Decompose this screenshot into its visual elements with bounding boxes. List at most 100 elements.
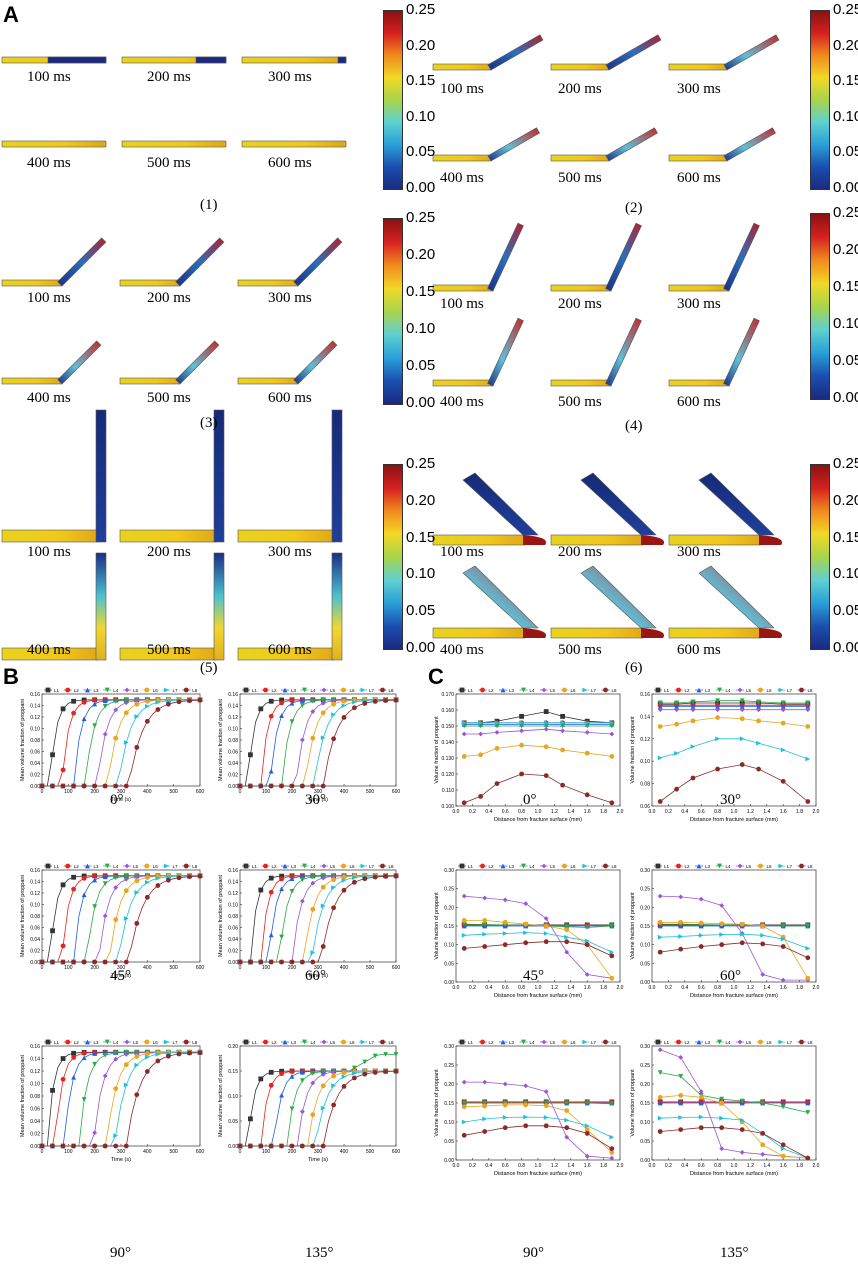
sim3-horizontal [119, 377, 181, 385]
data-point [657, 1100, 663, 1106]
data-point [65, 687, 71, 693]
legend: L1 L2 L3 L4 L5 L6 L7 L8 [458, 1039, 617, 1045]
data-point [237, 1143, 243, 1149]
colorbar-2-tick: 0.15 [833, 72, 858, 90]
data-point [320, 1083, 326, 1089]
sim4-arm [605, 222, 642, 292]
legend: L1 L2 L3 L4 L5 L6 L7 L8 [242, 1039, 394, 1045]
data-point [144, 1069, 150, 1074]
data-point [134, 874, 140, 880]
data-point [655, 687, 661, 693]
series-line-L8 [240, 875, 397, 963]
chart-B-2: 0.00 0.02 0.04 0.06 0.08 0.10 0.12 0.14 0.16 0 100… [20, 863, 205, 979]
data-point [144, 1051, 150, 1057]
data-point [144, 1054, 150, 1060]
data-point [564, 1125, 570, 1131]
data-point [690, 744, 696, 750]
legend-entry: L2 [489, 1040, 495, 1045]
data-point [737, 687, 743, 693]
data-point [393, 1068, 399, 1074]
x-axis-label: Distance from fracture surface (mm) [690, 1171, 778, 1177]
x-tick-label: 2.0 [617, 1163, 624, 1169]
sim4-horizontal [550, 284, 612, 292]
data-point [459, 687, 465, 693]
x-tick-label: 0 [239, 789, 242, 795]
data-point [341, 703, 347, 708]
data-point [698, 1094, 704, 1100]
sim3-arm [57, 340, 102, 385]
x-tick-label: 0.6 [502, 1163, 509, 1169]
data-point [60, 882, 66, 888]
sim2-arm [605, 34, 662, 71]
data-point [562, 863, 567, 869]
x-tick-label: 0.0 [649, 985, 656, 991]
data-point [71, 698, 76, 704]
data-point [60, 1076, 66, 1082]
data-point [560, 723, 565, 729]
data-point [657, 755, 663, 761]
sim3-horizontal [1, 377, 63, 385]
data-point [279, 700, 284, 706]
data-point [113, 1143, 119, 1149]
y-axis-label: Mean volume fraction of proppant [20, 1055, 26, 1137]
x-tick-label: 0.4 [681, 985, 688, 991]
legend-entry: L2 [685, 1040, 691, 1045]
y-tick-label: 0.00 [640, 1158, 650, 1164]
y-tick-label: 0.05 [228, 1119, 238, 1125]
data-point [362, 1071, 368, 1077]
data-point [310, 735, 316, 741]
data-point [780, 936, 786, 942]
series-line-L8 [42, 1052, 201, 1147]
x-tick-label: 600 [196, 965, 205, 971]
x-tick-label: 1.0 [731, 985, 738, 991]
data-point [123, 740, 129, 745]
x-tick-label: 1.6 [780, 809, 787, 815]
sim4-time-label: 200 ms [558, 296, 602, 312]
data-point [102, 881, 108, 887]
sim-caption-3: (3) [200, 415, 218, 431]
data-point [164, 687, 169, 693]
plot-frame [455, 693, 621, 807]
data-point [352, 875, 357, 880]
data-point [719, 921, 725, 927]
data-point [482, 1116, 488, 1122]
colorbar-3-tick: 0.00 [406, 394, 436, 411]
data-point [657, 893, 663, 899]
x-tick-label: 200 [90, 965, 99, 971]
sim5-vertical [331, 552, 343, 661]
colorbar-5 [383, 464, 403, 650]
y-tick-label: 0.100 [441, 804, 454, 810]
data-point [678, 1093, 684, 1098]
chart-angle-label: 90° [523, 1245, 544, 1261]
data-point [737, 863, 743, 869]
y-tick-label: 0.10 [640, 943, 650, 949]
data-point [461, 723, 467, 729]
y-tick-label: 0.30 [640, 1044, 650, 1050]
legend-entry: L5 [133, 1040, 139, 1045]
data-point [248, 1143, 253, 1149]
data-point [584, 925, 590, 930]
data-point [60, 1143, 66, 1149]
legend-entry: L2 [272, 688, 278, 693]
data-point [92, 783, 98, 789]
y-tick-label: 0.12 [640, 737, 650, 743]
data-point [480, 863, 485, 869]
data-point [113, 885, 119, 890]
y-tick-label: 0.12 [30, 891, 40, 897]
channel-front [195, 56, 227, 64]
data-point [461, 932, 467, 938]
data-point [523, 901, 529, 906]
legend-entry: L1 [468, 864, 474, 869]
data-point [760, 941, 766, 947]
sim3-time-label: 300 ms [268, 290, 312, 306]
data-point [521, 1039, 526, 1045]
data-point [719, 1125, 725, 1131]
y-tick-label: 0.20 [444, 1082, 454, 1088]
x-tick-label: 400 [340, 965, 349, 971]
plot-frame [239, 693, 397, 787]
sim5-vertical [213, 409, 225, 543]
x-axis-label: Distance from fracture surface (mm) [690, 993, 778, 999]
data-point [243, 687, 249, 693]
data-point [248, 1116, 253, 1122]
sim2-time-label: 300 ms [677, 81, 721, 97]
